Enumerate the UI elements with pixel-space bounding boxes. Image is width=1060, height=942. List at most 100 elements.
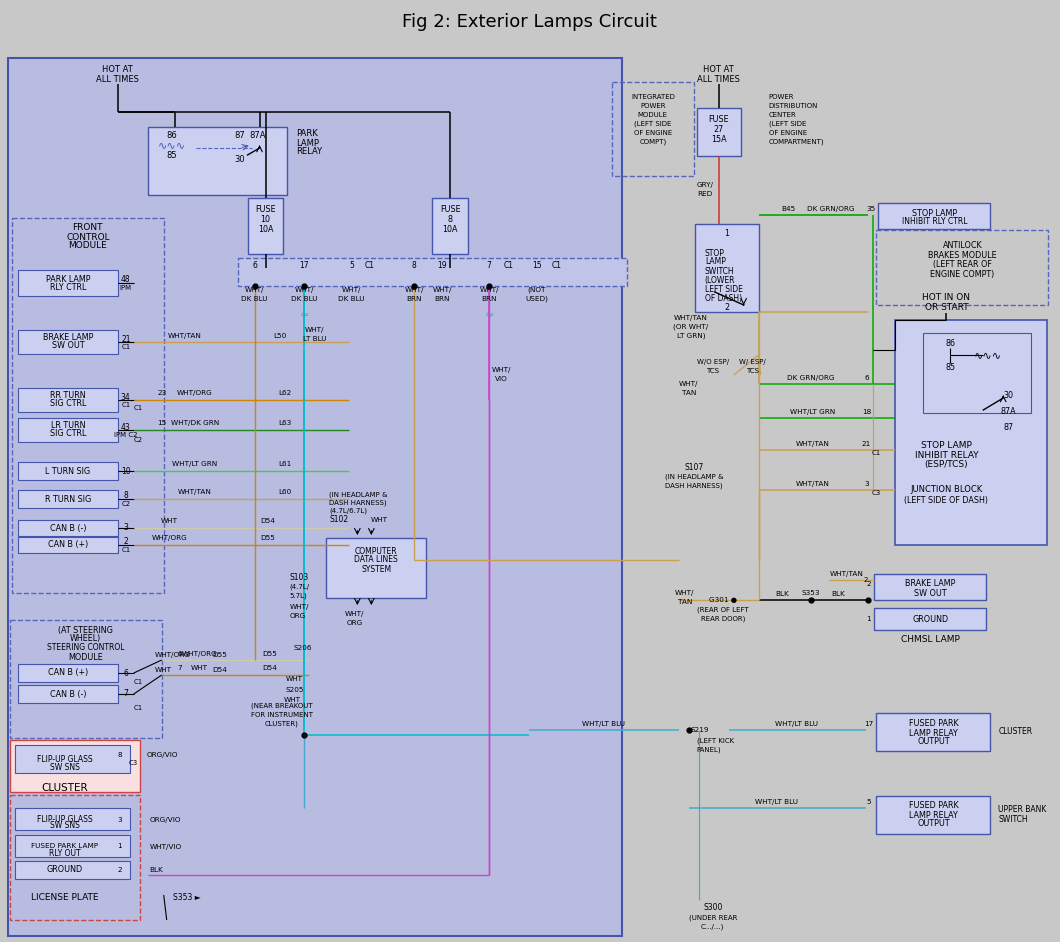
Bar [18, 664, 118, 682]
Text: BRN: BRN [481, 296, 497, 302]
Text: WHT/TAN: WHT/TAN [167, 333, 201, 339]
Text: FRONT: FRONT [72, 223, 103, 233]
Text: C2: C2 [134, 437, 142, 443]
Text: 87A: 87A [249, 131, 266, 139]
Text: WHT: WHT [371, 517, 388, 523]
Text: S219: S219 [691, 727, 709, 733]
Text: WHT/: WHT/ [492, 367, 511, 373]
Text: D55: D55 [212, 652, 227, 658]
Text: DK BLU: DK BLU [338, 296, 365, 302]
Text: CAN B (-): CAN B (-) [50, 690, 86, 699]
Text: CHMSL LAMP: CHMSL LAMP [901, 636, 959, 644]
Text: D54: D54 [212, 667, 227, 673]
Text: WHT/TAN: WHT/TAN [674, 315, 708, 321]
Text: RLY CTRL: RLY CTRL [50, 283, 86, 291]
Text: FUSED PARK: FUSED PARK [908, 720, 958, 728]
Text: W/O ESP/: W/O ESP/ [696, 359, 729, 365]
Text: DK GRN/ORG: DK GRN/ORG [807, 206, 854, 212]
Text: R TURN SIG: R TURN SIG [45, 495, 91, 504]
Text: L62: L62 [278, 390, 292, 396]
Text: 1: 1 [118, 843, 122, 849]
Text: WHT: WHT [155, 667, 172, 673]
Bar [877, 713, 990, 751]
Text: COMPT): COMPT) [639, 138, 667, 145]
Text: 10: 10 [121, 466, 130, 476]
Text: ≈: ≈ [484, 310, 494, 320]
Text: LAMP: LAMP [297, 138, 319, 148]
Text: BRAKE LAMP: BRAKE LAMP [905, 579, 955, 589]
Text: 17: 17 [300, 261, 310, 269]
Text: C1: C1 [134, 705, 142, 711]
Text: 10A: 10A [258, 225, 273, 235]
Text: CENTER: CENTER [768, 112, 796, 118]
Text: 18: 18 [862, 409, 871, 415]
Text: WHT/: WHT/ [341, 287, 361, 293]
Text: 5: 5 [349, 261, 354, 269]
Text: 7: 7 [177, 665, 182, 671]
Text: ∿∿∿: ∿∿∿ [158, 140, 186, 150]
Text: ORG/VIO: ORG/VIO [149, 817, 181, 823]
Text: RLY OUT: RLY OUT [49, 849, 81, 857]
Text: INHIBIT RELAY: INHIBIT RELAY [915, 450, 978, 460]
Text: Fig 2: Exterior Lamps Circuit: Fig 2: Exterior Lamps Circuit [402, 13, 656, 31]
Bar [874, 574, 986, 600]
Bar [694, 224, 759, 312]
Text: CAN B (-): CAN B (-) [50, 524, 86, 532]
Text: TCS: TCS [706, 368, 720, 374]
Text: POWER: POWER [640, 103, 666, 109]
Text: 43: 43 [121, 423, 130, 431]
Text: C.../...): C.../...) [701, 924, 724, 931]
Text: STOP LAMP: STOP LAMP [912, 208, 957, 218]
Text: SW OUT: SW OUT [52, 342, 84, 350]
Text: SWITCH: SWITCH [999, 816, 1028, 824]
Text: LT GRN): LT GRN) [676, 333, 705, 339]
Text: UPPER BANK: UPPER BANK [999, 805, 1046, 815]
Text: L60: L60 [278, 489, 292, 495]
Text: WHT/ORG: WHT/ORG [152, 535, 188, 541]
Text: 2: 2 [863, 577, 868, 583]
Text: WHT/: WHT/ [344, 611, 365, 617]
Text: D55: D55 [260, 535, 275, 541]
Text: MODULE: MODULE [69, 241, 107, 251]
Text: DK BLU: DK BLU [242, 296, 268, 302]
Text: SYSTEM: SYSTEM [361, 564, 391, 574]
Text: SW SNS: SW SNS [50, 821, 80, 831]
Text: PARK LAMP: PARK LAMP [46, 274, 90, 284]
Text: JUNCTION BLOCK: JUNCTION BLOCK [911, 485, 983, 495]
Text: WHT: WHT [286, 676, 303, 682]
Bar [147, 127, 287, 195]
Text: C3: C3 [871, 490, 881, 496]
Bar [18, 270, 118, 296]
Text: ALL TIMES: ALL TIMES [697, 74, 740, 84]
Text: (LEFT SIDE: (LEFT SIDE [768, 121, 806, 127]
Text: C1: C1 [871, 450, 881, 456]
Text: CLUSTER: CLUSTER [41, 783, 88, 793]
Text: COMPUTER: COMPUTER [355, 546, 398, 556]
Text: CLUSTER: CLUSTER [999, 727, 1032, 737]
Bar [15, 861, 129, 879]
Text: C2: C2 [121, 501, 130, 507]
Bar [923, 333, 1031, 413]
Text: WHT/: WHT/ [289, 604, 308, 610]
Text: IPM C2: IPM C2 [114, 432, 138, 438]
Text: WHT/TAN: WHT/TAN [796, 481, 830, 487]
Text: DASH HARNESS): DASH HARNESS) [665, 482, 723, 489]
Text: 15: 15 [157, 420, 166, 426]
Text: 86: 86 [166, 131, 177, 139]
Text: C1: C1 [121, 547, 130, 553]
Text: FUSED PARK: FUSED PARK [908, 802, 958, 810]
Text: WHT/TAN: WHT/TAN [178, 489, 212, 495]
Text: (LEFT REAR OF: (LEFT REAR OF [933, 261, 992, 269]
Text: DASH HARNESS): DASH HARNESS) [330, 500, 387, 506]
Text: 3: 3 [864, 481, 869, 487]
Text: WHT/: WHT/ [405, 287, 424, 293]
Text: (LOWER: (LOWER [705, 275, 736, 284]
Bar [877, 230, 1048, 305]
Text: 19: 19 [438, 261, 447, 269]
Text: RELAY: RELAY [297, 148, 322, 156]
Text: ANTILOCK: ANTILOCK [942, 240, 983, 250]
Text: (4.7L/: (4.7L/ [289, 584, 310, 591]
Text: CAN B (+): CAN B (+) [48, 541, 88, 549]
Text: S102: S102 [330, 515, 349, 525]
Text: 17: 17 [864, 721, 873, 727]
